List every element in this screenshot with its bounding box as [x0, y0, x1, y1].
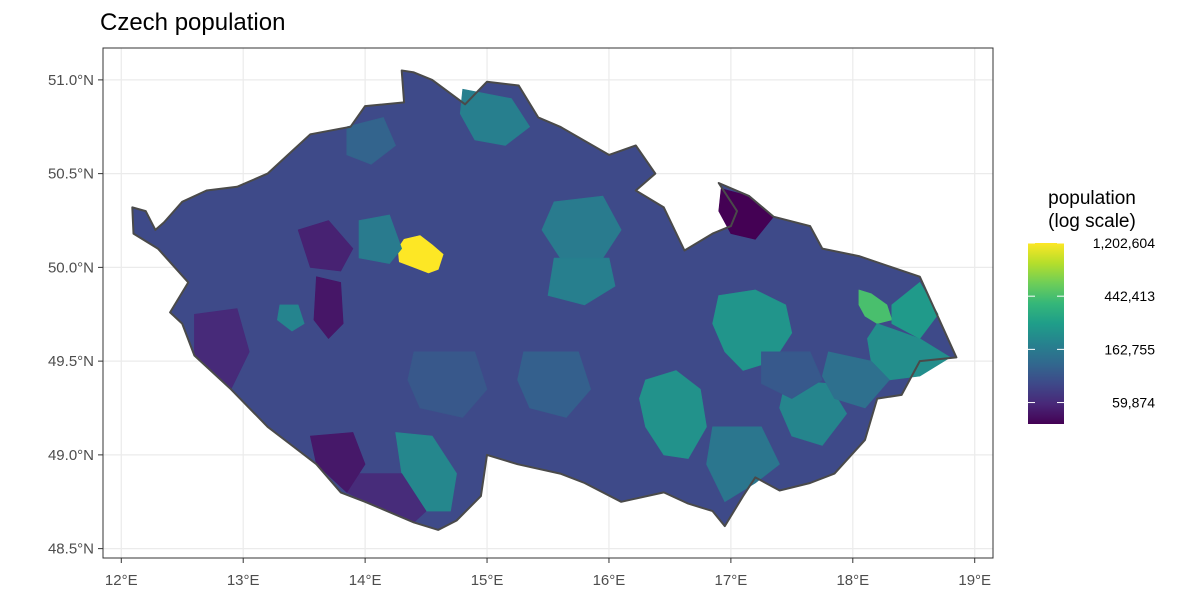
- x-axis: 12°E 13°E 14°E 15°E 16°E 17°E 18°E 19°E: [105, 558, 991, 589]
- x-tick-label: 19°E: [958, 572, 991, 589]
- district-region[interactable]: [297, 220, 354, 272]
- district-region[interactable]: [821, 351, 890, 409]
- x-tick-label: 17°E: [715, 572, 748, 589]
- district-region[interactable]: [858, 289, 893, 324]
- legend-title-line2: (log scale): [1048, 211, 1136, 232]
- x-tick-label: 12°E: [105, 572, 138, 589]
- country-fill: [132, 70, 957, 530]
- district-region[interactable]: [459, 88, 531, 146]
- x-tick-label: 14°E: [349, 572, 382, 589]
- legend-break-label: 162,755: [1104, 341, 1155, 357]
- y-tick-label: 51.0°N: [48, 72, 94, 89]
- district-region[interactable]: [358, 214, 403, 264]
- district-region[interactable]: [517, 351, 592, 418]
- y-tick-label: 49.5°N: [48, 353, 94, 370]
- map-area: [131, 69, 958, 531]
- y-tick-label: 48.5°N: [48, 541, 94, 558]
- district-region[interactable]: [276, 304, 305, 332]
- district-region[interactable]: [867, 323, 951, 381]
- legend: population (log scale) 59,874 162,755 442,…: [1028, 188, 1155, 424]
- y-tick-label: 50.5°N: [48, 166, 94, 183]
- district-region[interactable]: [397, 235, 444, 274]
- country-outline: [131, 69, 958, 531]
- district-region[interactable]: [407, 351, 488, 418]
- district-region[interactable]: [891, 282, 939, 339]
- district-region[interactable]: [761, 351, 823, 399]
- legend-title-line1: population: [1048, 188, 1136, 209]
- y-tick-label: 50.0°N: [48, 259, 94, 276]
- x-tick-label: 13°E: [227, 572, 260, 589]
- legend-break-label: 59,874: [1112, 395, 1155, 411]
- legend-ticks: 59,874 162,755 442,413 1,202,604: [1028, 235, 1155, 411]
- x-tick-label: 15°E: [471, 572, 504, 589]
- plot-panel-border: [102, 47, 994, 559]
- x-tick-label: 18°E: [836, 572, 869, 589]
- district-region[interactable]: [309, 432, 366, 493]
- district-region[interactable]: [706, 426, 780, 503]
- map-title: Czech population: [100, 9, 285, 36]
- y-tick-label: 49.0°N: [48, 447, 94, 464]
- y-axis: 48.5°N 49.0°N 49.5°N 50.0°N 50.5°N 51.0°N: [48, 72, 103, 558]
- district-region[interactable]: [313, 276, 344, 339]
- legend-break-label: 1,202,604: [1093, 235, 1155, 251]
- district-region[interactable]: [639, 370, 707, 459]
- district-region[interactable]: [346, 117, 396, 165]
- x-tick-label: 16°E: [593, 572, 626, 589]
- legend-colorbar: [1028, 243, 1064, 424]
- district-region[interactable]: [547, 257, 616, 306]
- district-region[interactable]: [194, 308, 250, 390]
- legend-break-label: 442,413: [1104, 288, 1155, 304]
